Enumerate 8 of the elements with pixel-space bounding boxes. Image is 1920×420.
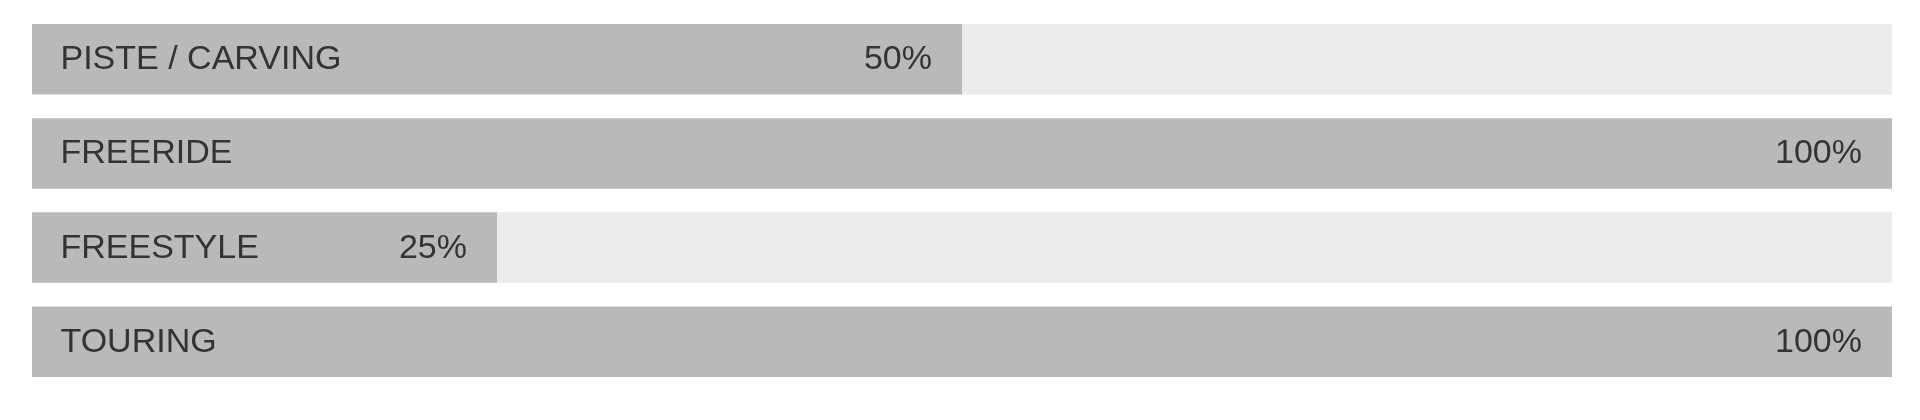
y-tick-label: PISTE / CARVING (60, 38, 342, 77)
data-label: 25% (398, 226, 467, 265)
y-tick-label: TOURING (60, 320, 217, 359)
data-label: 100% (1775, 132, 1862, 171)
data-label: 100% (1775, 320, 1862, 359)
y-tick-label: FREERIDE (60, 132, 233, 171)
y-tick-label: FREESTYLE (60, 226, 259, 265)
data-label: 50% (863, 38, 932, 77)
